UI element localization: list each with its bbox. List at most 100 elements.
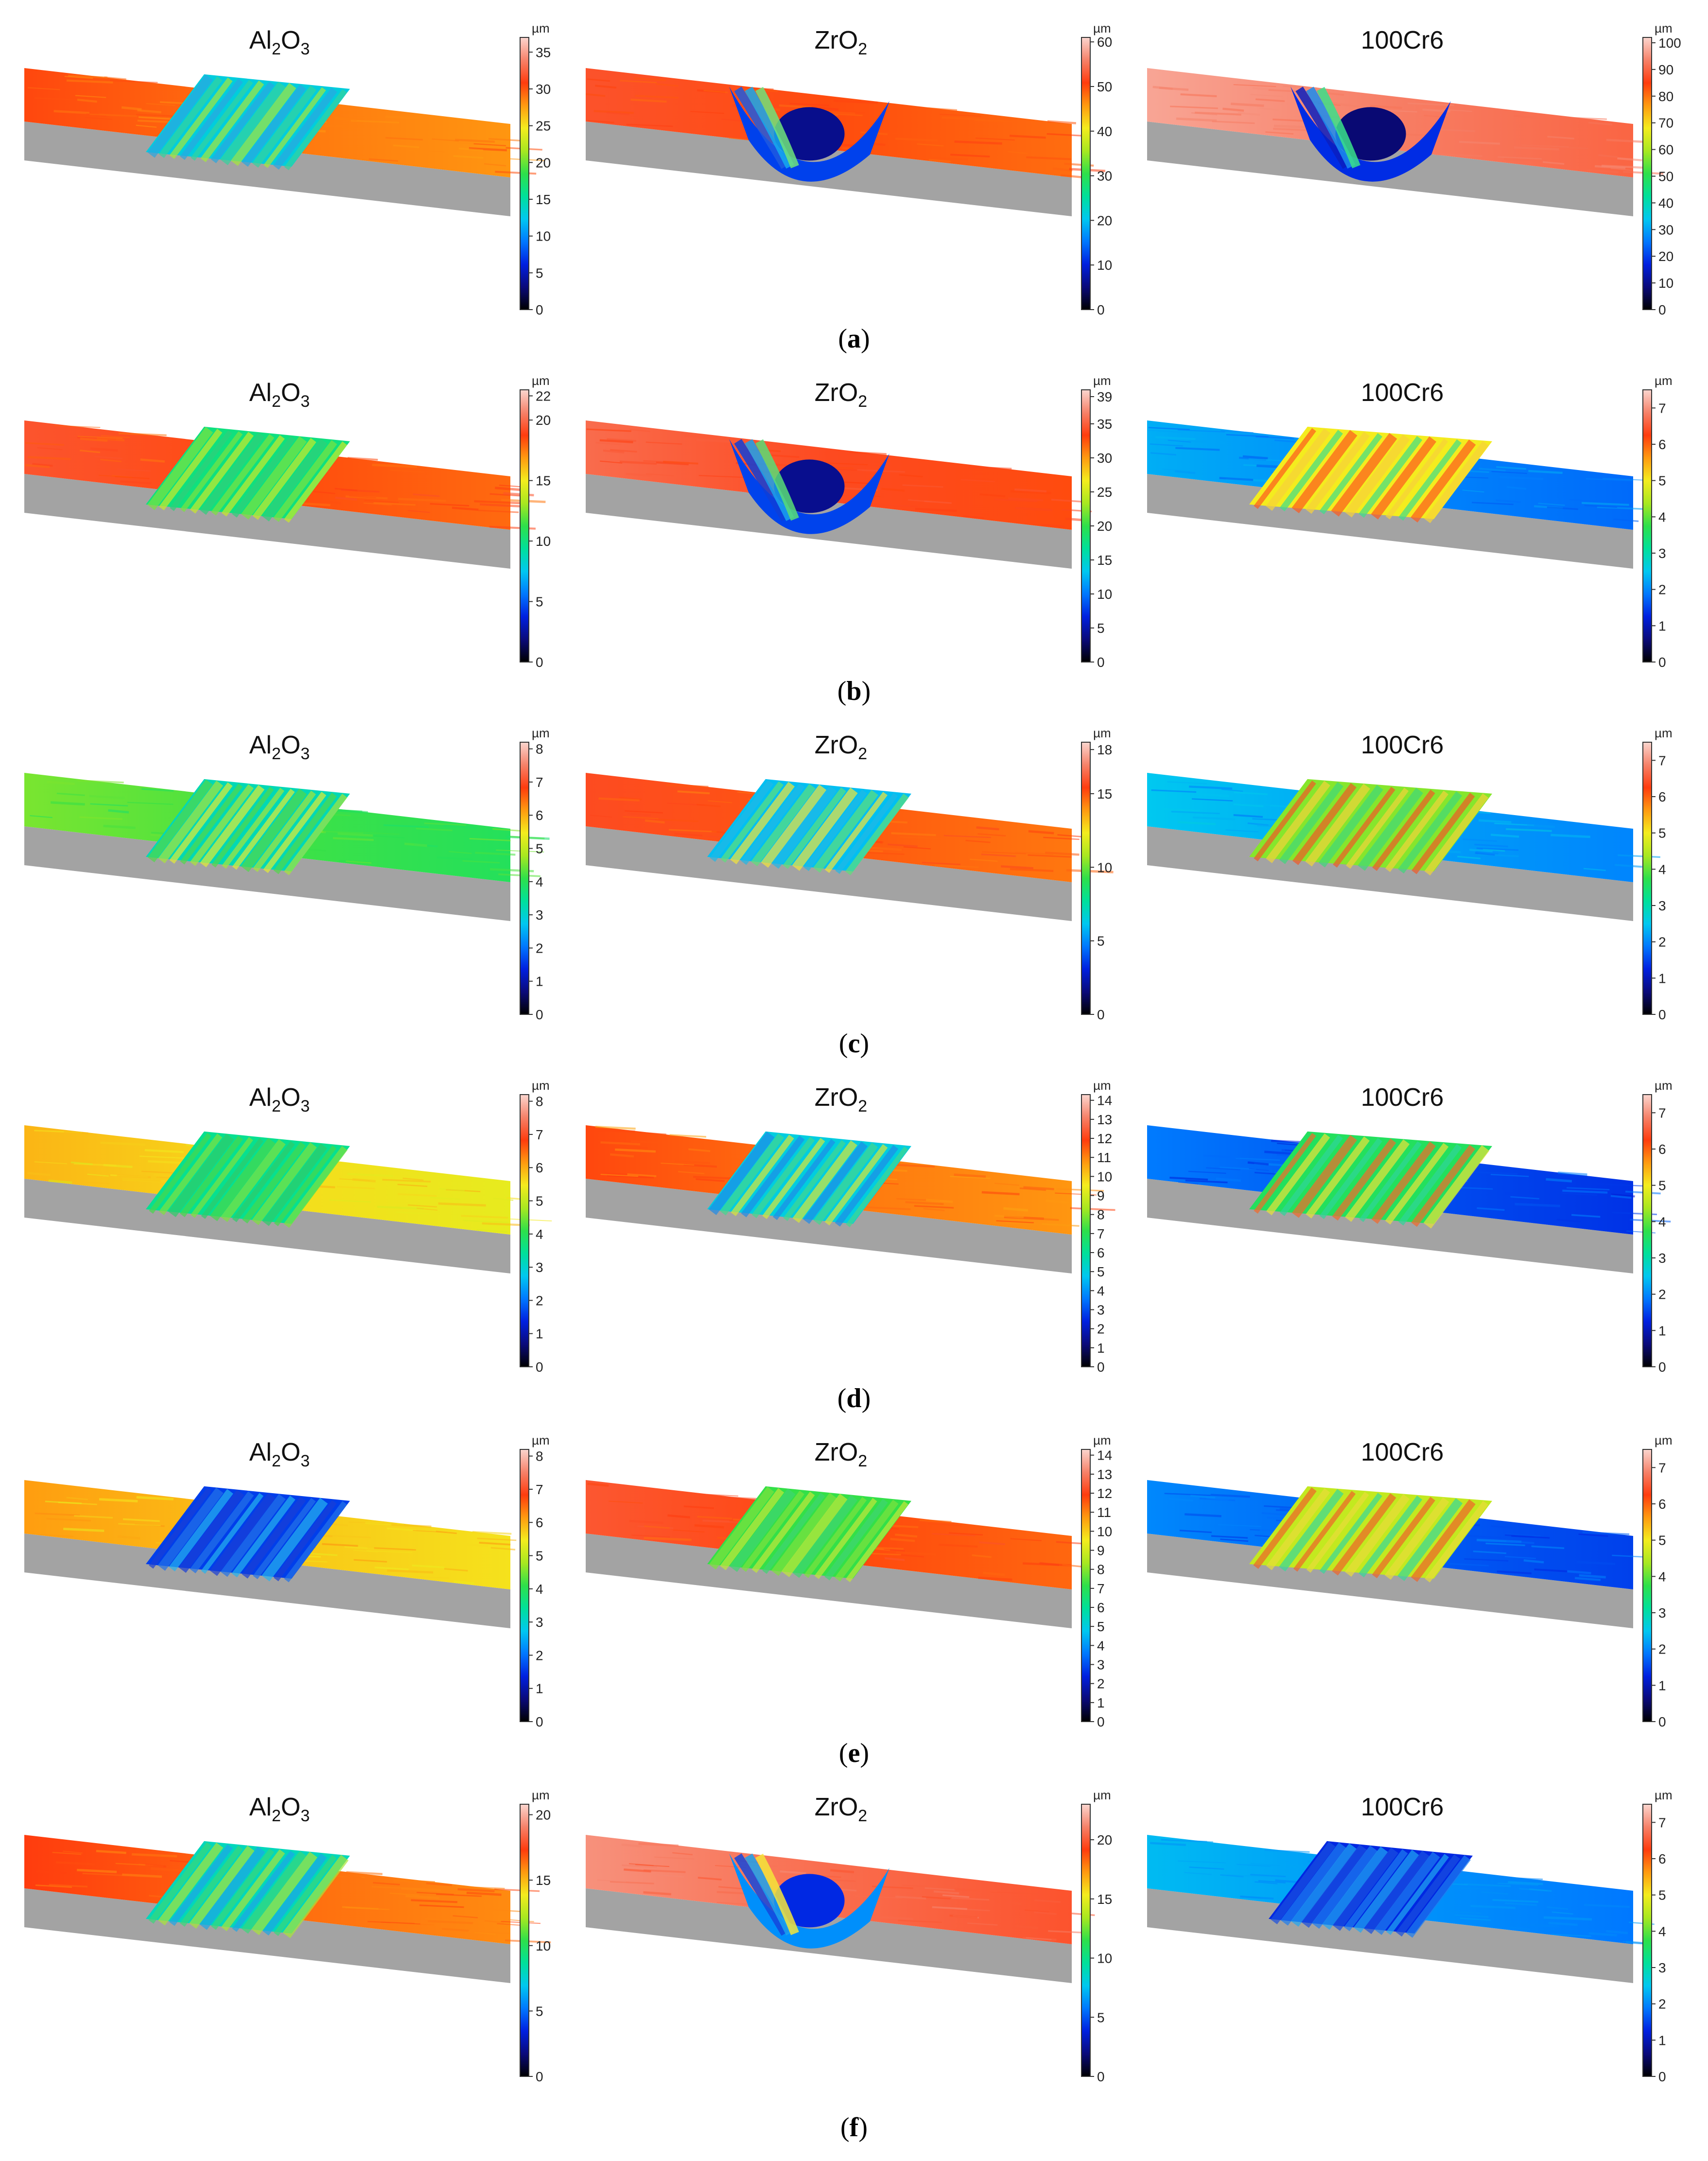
panel-title-main: ZrO: [815, 1793, 858, 1821]
wear-track-streak: [804, 1497, 867, 1578]
colorbar: µm 0 1 2 3 4 5 6 7 8: [520, 1078, 550, 1375]
surface-texture-mark: [1551, 834, 1590, 838]
colorbar-tick-label: 15: [536, 192, 551, 207]
surface-texture-mark: [922, 1896, 951, 1900]
surface-texture-mark: [405, 1895, 439, 1900]
surface-texture-mark: [46, 1517, 91, 1522]
surface-texture-mark: [1499, 1877, 1543, 1880]
surface-texture-mark: [1274, 439, 1299, 443]
wear-track: [146, 1841, 350, 1938]
surface-texture-mark: [718, 1886, 743, 1890]
colorbar-unit-label: µm: [532, 726, 550, 740]
surface-texture-mark: [924, 1887, 956, 1891]
surface-texture-mark: [484, 163, 506, 167]
surface-texture-mark: [35, 1884, 72, 1888]
colorbar-tick-label: 25: [536, 119, 551, 134]
surface-side-face: [1147, 1888, 1633, 1983]
surface-texture-mark: [895, 1534, 918, 1538]
surface-texture-mark: [1606, 139, 1645, 143]
wear-track-streak: [1411, 439, 1476, 523]
surface-texture-mark: [603, 449, 625, 454]
wear-track: [146, 74, 350, 171]
surface-texture-mark: [1211, 1535, 1248, 1539]
surface-texture-mark: [1180, 93, 1217, 97]
surface-texture-mark: [1255, 1881, 1278, 1884]
surface-texture-mark: [942, 1894, 970, 1898]
surface-texture-mark: [1240, 1896, 1274, 1900]
surface-texture-mark: [413, 1530, 447, 1533]
wear-track-streak: [1311, 1845, 1378, 1929]
wear-track: [707, 1131, 911, 1227]
wear-track-streak: [211, 1848, 275, 1930]
surface-texture-mark: [50, 801, 85, 806]
surface-texture-mark: [615, 1148, 656, 1153]
wear-track-streak: [253, 790, 316, 872]
wear-track-streak: [242, 84, 307, 167]
surface-texture-mark: [1170, 105, 1218, 109]
wear-track: [146, 1486, 350, 1583]
colorbar-tick-label: 5: [1658, 473, 1666, 488]
surface-texture-mark: [949, 1532, 983, 1536]
wear-track-streak: [147, 779, 213, 863]
colorbar-tick-label: 6: [536, 1515, 543, 1530]
wear-track-streak: [209, 1138, 276, 1221]
wear-track-streak: [1305, 784, 1371, 867]
panel-title-main: 100Cr6: [1361, 731, 1444, 759]
colorbar-tick-label: 10: [1097, 587, 1112, 602]
surface-texture-mark: [100, 459, 122, 462]
wear-track-streak: [1359, 1141, 1422, 1222]
surface-texture-mark: [888, 843, 918, 847]
surface-texture-mark: [890, 1889, 922, 1893]
colorbar-tick-label: 5: [536, 265, 543, 280]
wear-track-streak: [729, 1488, 796, 1572]
surface-texture-mark: [1504, 1192, 1534, 1197]
panel-title-main: 100Cr6: [1361, 1438, 1444, 1466]
colorbar: µm 0 5 10 15 20 25 30 35: [520, 21, 551, 317]
surface-texture-mark: [346, 860, 372, 864]
colorbar: µm 0 1 2 3 4 5 6 7: [1642, 726, 1673, 1022]
surface-texture-mark: [875, 1916, 913, 1920]
surface-texture-mark: [1457, 855, 1481, 859]
wear-track-streak: [845, 793, 909, 875]
surface-texture-mark: [1283, 85, 1317, 89]
surface-texture-mark: [110, 80, 158, 83]
surface-texture-mark: [138, 116, 174, 120]
wear-track-streak: [189, 1846, 255, 1929]
colorbar-scale: [1081, 1449, 1091, 1722]
wear-track-streak: [1425, 1500, 1488, 1583]
surface-texture-mark: [1022, 1937, 1057, 1941]
surface-texture-mark: [1003, 1207, 1028, 1212]
wear-track-streak: [147, 74, 213, 158]
colorbar-tick-label: 3: [1658, 1605, 1666, 1621]
surface-texture-mark: [494, 1888, 540, 1892]
surface-texture-mark: [1617, 157, 1642, 161]
panel-title-mid: O: [281, 1793, 300, 1821]
surface-texture-mark: [352, 1178, 376, 1183]
wear-track-streak: [761, 784, 827, 868]
surface-texture-mark: [1505, 1556, 1536, 1559]
surface-texture-mark: [932, 1533, 976, 1536]
colorbar-tick-label: 7: [1658, 1815, 1666, 1830]
surface-texture-mark: [353, 1559, 387, 1563]
wear-track-streak: [284, 1501, 348, 1583]
surface-texture-mark: [402, 1177, 424, 1181]
surface-texture-mark: [27, 1172, 51, 1176]
wear-track-streak: [274, 1855, 337, 1936]
surface-texture-mark: [928, 1523, 962, 1527]
surface-texture-mark: [1435, 153, 1482, 157]
surface-texture-mark: [381, 1921, 420, 1925]
surface-texture-mark: [1010, 868, 1054, 872]
wear-track-streak: [1332, 1847, 1398, 1931]
wear-track-streak: [1372, 789, 1435, 871]
surface-texture-mark: [1028, 830, 1054, 835]
surface-texture-mark: [1476, 847, 1519, 851]
surface-texture-mark: [994, 498, 1038, 502]
surface-texture-mark: [1471, 1171, 1517, 1175]
surface-texture-mark: [607, 111, 630, 116]
surface-texture-mark: [383, 824, 429, 828]
wear-track-streak: [1406, 1855, 1471, 1938]
colorbar-tick-label: 0: [1658, 2069, 1666, 2084]
colorbar-tick-label: 0: [536, 1714, 543, 1729]
surface-texture-mark: [1582, 1531, 1630, 1535]
